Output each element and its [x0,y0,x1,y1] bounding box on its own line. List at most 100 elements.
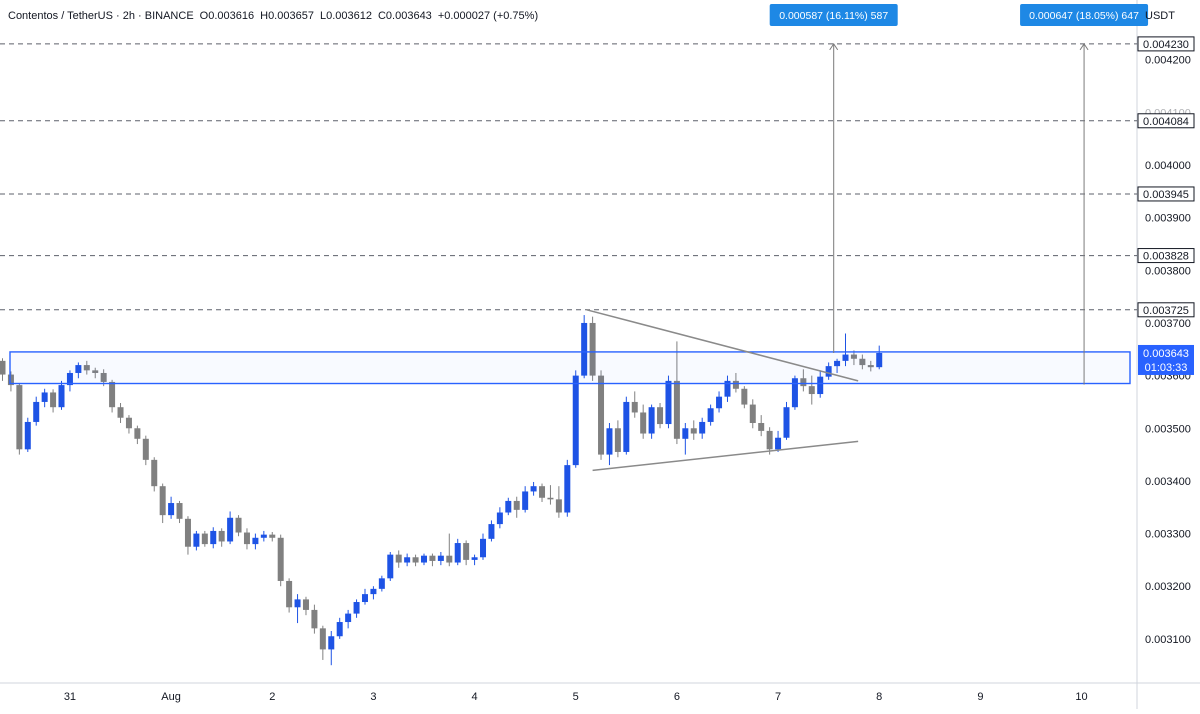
candle-8 [66,370,73,392]
candle-body [775,437,782,450]
candle-body [530,486,537,492]
candle-body [404,557,411,563]
candle-body [319,628,326,650]
candle-body [294,599,301,608]
candle-body [513,500,520,510]
candle-40 [336,617,343,639]
candle-body [176,503,183,519]
currency-label[interactable]: USDT [1145,10,1175,22]
candle-body [758,423,765,431]
level-price-box-3 [1137,248,1195,264]
candle-body [243,532,250,545]
measure-label-box-0 [769,4,898,26]
candle-7 [58,380,65,410]
candle-58 [488,520,495,542]
candle-78 [657,402,664,429]
measure-arrowhead-1 [1079,42,1089,51]
candle-body [109,381,116,408]
price-tick-label-9: 0.003300 [1145,529,1191,541]
candle-body [741,388,748,405]
candle-43 [361,588,368,605]
candle-49 [412,554,419,567]
candle-body [117,407,124,418]
candle-body [75,365,82,373]
candle-77 [648,404,655,439]
candle-92 [775,430,782,452]
time-tick-label-3: 3 [370,691,376,703]
candle-body [201,533,208,545]
candle-body [825,366,832,377]
measure-label-box-1 [1020,4,1149,26]
price-axis-labels: 0.004230 0.004084 0.003945 0.003828 0.003725… [1137,36,1195,375]
candle-body [480,538,487,558]
candle-body [606,428,613,455]
candle-82 [690,420,697,440]
candle-body [716,396,723,409]
legend-close-value: 0.003643 [386,10,432,22]
candle-body [269,534,276,538]
legend-open-label: O [200,10,209,22]
candle-103 [867,360,874,372]
candle-44 [370,586,377,600]
candle-body [657,407,664,425]
candle-30 [252,533,259,550]
candle-14 [117,402,124,423]
candle-21 [176,500,183,524]
candle-45 [378,575,385,592]
candle-86 [724,375,731,402]
candle-body [7,374,14,386]
candle-body [302,599,309,610]
candle-72 [606,423,613,466]
candle-body [66,372,73,386]
candle-67 [564,459,571,517]
candle-17 [142,435,149,466]
candle-81 [682,423,689,455]
candle-62 [522,486,529,513]
candle-96 [808,375,815,405]
level-price-label-4: 0.003725 [1143,305,1189,317]
candle-68 [572,370,579,468]
candle-body [58,385,65,408]
candle-body [808,386,815,395]
candle-87 [732,372,739,393]
candle-56 [471,554,478,566]
candle-body [842,354,849,361]
legend-symbol: Contentos / TetherUS · 2h · BINANCE [8,10,194,22]
time-tick-label-0: 31 [64,691,76,703]
candle-66 [555,486,562,518]
candle-body [83,365,90,371]
candle-body [193,533,200,547]
candle-47 [395,550,402,568]
candle-body [437,555,444,561]
candle-53 [446,533,453,567]
level-price-box-0 [1137,36,1195,52]
candle-48 [404,553,411,567]
level-price-label-0: 0.004230 [1143,39,1189,51]
candle-body [311,609,318,629]
candle-body [800,378,807,387]
candle-body [783,407,790,438]
time-tick-label-1: Aug [161,691,181,703]
candle-29 [243,528,250,550]
candle-28 [235,515,242,537]
candle-39 [328,630,335,666]
candle-body [218,530,225,542]
candle-99 [834,358,841,373]
candle-body [361,594,368,603]
price-tick-label-3: 0.003900 [1145,213,1191,225]
candle-19 [159,483,166,524]
candle-16 [134,425,141,445]
candle-body [640,412,647,434]
candle-60 [505,497,512,516]
candle-34 [286,578,293,613]
candle-body [463,543,470,560]
candle-body [724,380,731,397]
candle-body [572,375,579,466]
candle-countdown-label: 01:03:33 [1145,362,1188,374]
candle-35 [294,594,301,624]
candle-27 [227,511,234,545]
candle-83 [699,417,706,439]
candle-body [505,500,512,513]
